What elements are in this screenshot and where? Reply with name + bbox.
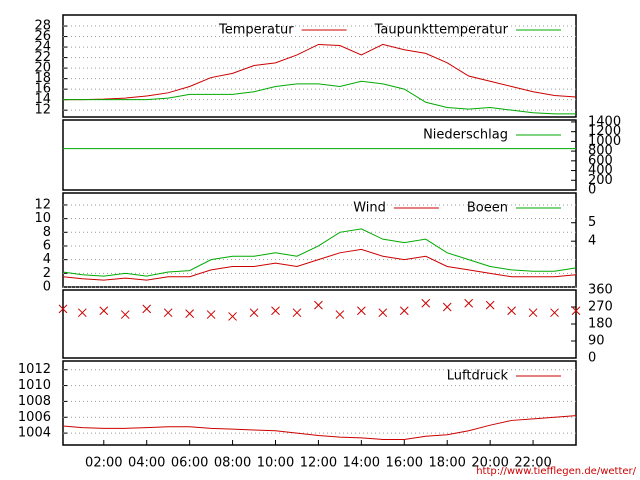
x-tick-label: 08:00 [214, 456, 251, 471]
y-tick-label: 12 [34, 197, 51, 212]
y-tick-label: 10 [34, 211, 51, 226]
y-tick-label: 28 [34, 19, 51, 34]
panel [62, 360, 577, 446]
direction-marker [314, 300, 323, 310]
y2-tick-label: 600 [588, 153, 613, 168]
direction-marker [77, 308, 87, 318]
y-tick-label: 16 [34, 82, 51, 97]
y-tick-label: 0 [43, 280, 51, 295]
y2-tick-label: 1200 [588, 124, 621, 139]
y-tick-label: 18 [34, 71, 51, 86]
y-tick-label: 6 [43, 238, 51, 253]
y2-tick-label: 4 [588, 234, 596, 249]
direction-marker [550, 308, 559, 318]
direction-marker [185, 309, 194, 318]
direction-marker [442, 302, 452, 312]
panel [62, 192, 577, 288]
direction-marker [357, 306, 366, 316]
direction-marker [120, 310, 130, 319]
x-tick-label: 02:00 [85, 456, 122, 471]
direction-marker [271, 306, 280, 316]
series-line [63, 43, 577, 101]
x-tick-label: 22:00 [514, 456, 551, 471]
x-tick-label: 14:00 [343, 456, 380, 471]
direction-marker [485, 300, 495, 310]
x-tick-label: 10:00 [257, 456, 294, 471]
legend-label: Boeen [467, 201, 508, 216]
direction-marker [378, 308, 388, 318]
series-line [62, 228, 577, 277]
direction-marker [99, 306, 109, 316]
direction-marker [507, 306, 516, 316]
y2-tick-label: 800 [588, 144, 613, 159]
direction-marker [249, 308, 259, 318]
direction-marker [228, 312, 237, 321]
direction-marker [206, 310, 216, 319]
y-tick-label: 1004 [18, 426, 51, 441]
direction-marker [399, 306, 409, 316]
y-tick-label: 1006 [18, 410, 51, 425]
direction-marker [142, 304, 152, 314]
y2-tick-label: 360 [588, 283, 613, 298]
y-tick-label: 1010 [18, 378, 51, 393]
y-tick-label: 14 [34, 92, 51, 107]
direction-marker [571, 306, 581, 316]
y2-tick-label: 400 [588, 163, 613, 178]
legend-label: Niederschlag [423, 128, 508, 143]
y-tick-label: 8 [43, 225, 51, 240]
y2-tick-label: 5 [588, 215, 596, 230]
y2-tick-label: 1400 [588, 114, 621, 129]
direction-marker [421, 298, 431, 308]
y2-tick-label: 180 [588, 317, 613, 332]
series-line [63, 80, 576, 115]
y-tick-label: 20 [34, 61, 51, 76]
y-tick-label: 26 [34, 29, 51, 44]
y-tick-label: 1008 [18, 394, 51, 409]
series-line [62, 415, 577, 440]
x-tick-label: 20:00 [471, 456, 508, 471]
x-tick-label: 04:00 [128, 456, 165, 471]
direction-marker [163, 308, 173, 318]
y2-tick-label: 200 [588, 173, 613, 188]
legend-label: Luftdruck [447, 369, 509, 384]
source-url: http://www.tiefflegen.de/wetter/ [476, 466, 636, 477]
y2-tick-label: 270 [588, 300, 613, 315]
legend-label: Taupunkttemperatur [374, 23, 509, 38]
y2-tick-label: 0 [588, 351, 596, 366]
y-tick-label: 2 [43, 266, 51, 281]
y2-tick-label: 90 [588, 334, 605, 349]
direction-marker [58, 304, 68, 314]
x-tick-label: 06:00 [171, 456, 208, 471]
series-line [62, 248, 577, 281]
x-tick-label: 16:00 [386, 456, 423, 471]
y2-tick-label: 0 [588, 183, 596, 198]
direction-marker [528, 308, 538, 318]
direction-marker [464, 298, 474, 308]
y2-tick-label: 1000 [588, 134, 621, 149]
y-tick-label: 24 [34, 40, 51, 55]
y-tick-label: 4 [43, 252, 51, 267]
panel [62, 119, 577, 191]
direction-marker [335, 310, 345, 319]
panel [62, 289, 577, 359]
legend-label: Wind [353, 201, 386, 216]
x-tick-label: 18:00 [428, 456, 465, 471]
direction-marker [292, 308, 302, 318]
y-tick-label: 1012 [18, 362, 51, 377]
x-tick-label: 12:00 [300, 456, 337, 471]
y-tick-label: 22 [34, 50, 51, 65]
y-tick-label: 12 [34, 103, 51, 118]
legend-label: Temperatur [218, 23, 294, 38]
